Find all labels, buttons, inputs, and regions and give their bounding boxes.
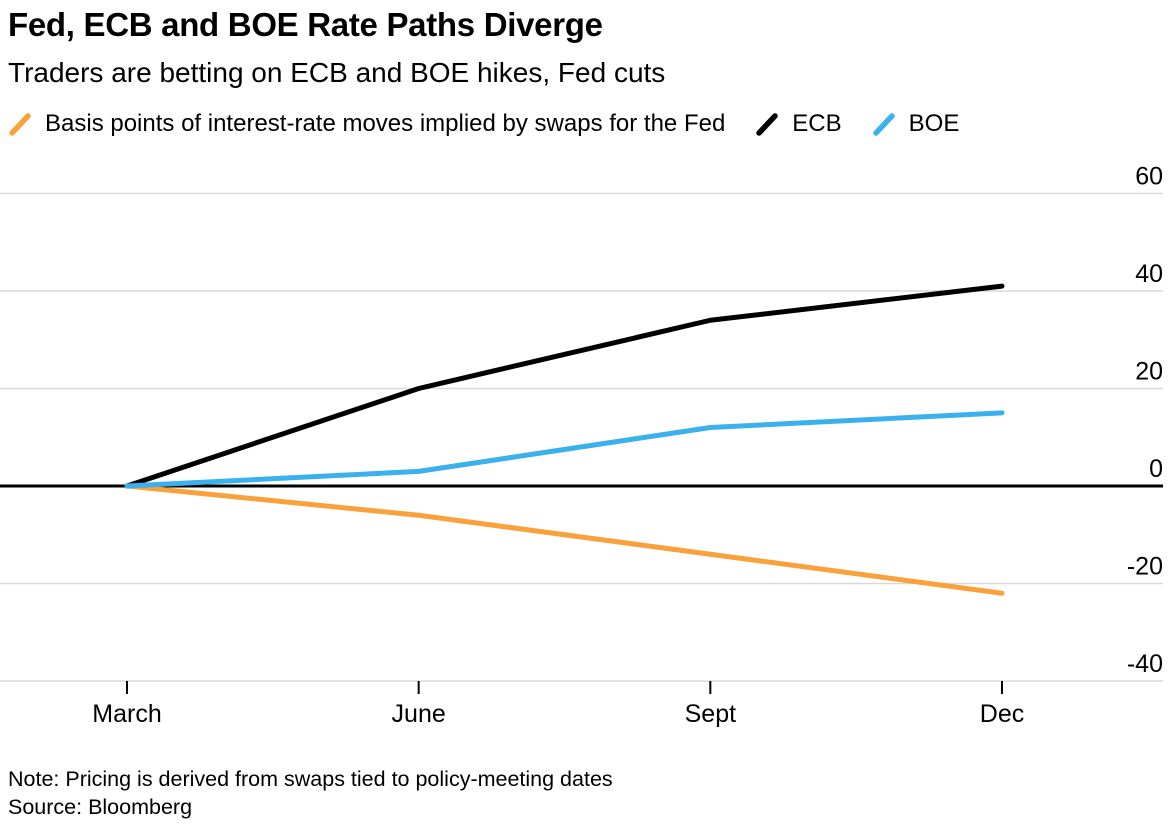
y-axis-label: -40 xyxy=(1127,650,1163,678)
chart-plot-area: 60 40 20 0 -20 -40 March June Sept Dec xyxy=(0,155,1176,730)
y-axis-label: 0 xyxy=(1149,455,1163,483)
legend-label-ecb: ECB xyxy=(792,110,842,137)
x-axis-label: Sept xyxy=(685,700,736,728)
chart-title: Fed, ECB and BOE Rate Paths Diverge xyxy=(8,6,603,43)
legend-label-fed: Basis points of interest-rate moves impl… xyxy=(45,110,726,137)
y-axis-label: 60 xyxy=(1135,163,1163,191)
chart-footer: Note: Pricing is derived from swaps tied… xyxy=(8,766,1168,821)
legend-label-boe: BOE xyxy=(908,110,960,137)
fed-series-marker-icon xyxy=(9,112,31,136)
series-line-ecb xyxy=(124,283,1005,489)
ecb-series-marker-icon xyxy=(756,112,779,136)
y-axis-label: 20 xyxy=(1135,358,1163,386)
legend-item-fed: Basis points of interest-rate moves impl… xyxy=(8,110,725,138)
line-chart: 60 40 20 0 -20 -40 March June Sept Dec xyxy=(0,163,1163,728)
chart-legend: Basis points of interest-rate moves impl… xyxy=(8,106,1168,142)
y-axis-label: -20 xyxy=(1127,553,1163,581)
x-axis-label: June xyxy=(392,700,446,728)
x-axis-label: March xyxy=(92,700,161,728)
chart-subtitle: Traders are betting on ECB and BOE hikes… xyxy=(8,57,666,88)
legend-item-ecb: ECB xyxy=(755,110,842,138)
legend-item-boe: BOE xyxy=(872,110,960,138)
chart-note: Note: Pricing is derived from swaps tied… xyxy=(8,767,613,791)
boe-series-marker-icon xyxy=(872,112,895,136)
series-line-boe xyxy=(124,410,1005,489)
series-line-fed xyxy=(124,483,1005,596)
y-axis-label: 40 xyxy=(1135,260,1163,288)
chart-source: Source: Bloomberg xyxy=(8,794,193,819)
x-axis-label: Dec xyxy=(980,700,1024,728)
